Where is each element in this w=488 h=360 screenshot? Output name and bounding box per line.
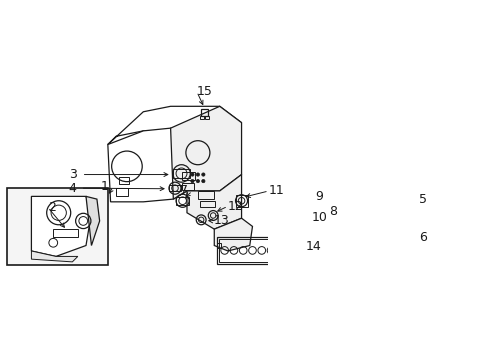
Bar [268,211,298,232]
Text: 6: 6 [418,231,426,244]
Bar [273,215,277,226]
Polygon shape [186,175,241,229]
Bar [407,203,413,220]
Bar [399,203,405,220]
Bar [383,236,388,253]
Circle shape [190,179,194,183]
Polygon shape [86,196,100,246]
Bar [322,219,332,226]
Bar [199,201,214,207]
Bar [291,215,295,226]
Bar [7,188,108,265]
Circle shape [202,173,204,176]
Bar [321,217,334,228]
Text: 13: 13 [213,215,228,228]
Bar [278,199,287,207]
Bar [169,185,181,192]
Bar [116,188,128,196]
Bar [204,116,209,119]
Text: 5: 5 [418,193,426,206]
Bar [286,243,290,248]
Bar [407,236,413,253]
Bar [270,213,296,230]
Bar [218,239,288,262]
Bar [200,109,208,116]
Text: 1: 1 [101,180,109,193]
Polygon shape [170,106,241,199]
Bar [181,172,195,180]
Bar [374,203,380,220]
Bar [119,177,128,184]
Bar [217,243,221,248]
Bar [235,195,247,207]
Circle shape [202,179,204,183]
Bar [374,236,380,253]
Bar [391,236,396,253]
Bar [372,201,415,225]
Bar [383,203,388,220]
Bar [391,203,396,220]
Text: 12: 12 [227,200,243,213]
Bar [181,183,193,190]
Text: 14: 14 [305,240,321,253]
Polygon shape [108,106,241,144]
Bar [399,236,405,253]
Text: 4: 4 [68,182,76,195]
Text: 7: 7 [180,184,188,197]
Bar [176,197,189,204]
Bar [199,116,203,119]
Circle shape [196,173,199,176]
Polygon shape [108,128,186,202]
Circle shape [196,179,199,183]
Polygon shape [31,251,78,262]
Text: 10: 10 [311,211,326,224]
Text: 2: 2 [48,201,56,214]
Text: 9: 9 [315,190,323,203]
Text: 11: 11 [268,184,284,197]
Bar [286,215,289,226]
Bar [172,169,190,178]
Bar [198,191,214,199]
Text: 8: 8 [328,205,336,218]
Polygon shape [214,218,252,251]
Bar [217,237,290,264]
Text: 15: 15 [196,85,212,98]
Bar [279,215,283,226]
Bar [275,196,289,210]
Bar [53,229,78,237]
Text: 3: 3 [69,168,77,181]
Bar [372,234,415,257]
Polygon shape [31,196,91,256]
Circle shape [190,173,194,176]
